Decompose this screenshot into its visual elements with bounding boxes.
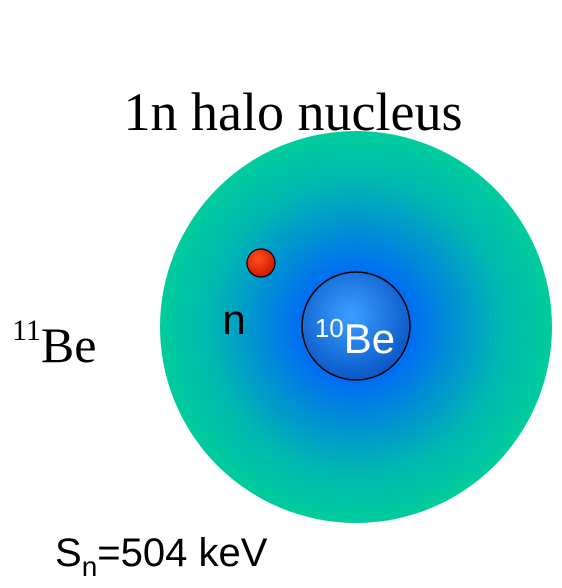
separation-energy: Sn=504 keV: [55, 531, 268, 582]
sep-subscript: n: [82, 551, 98, 582]
core-mass-number: 10: [315, 313, 344, 343]
core-symbol: Be: [344, 315, 395, 362]
core: [301, 271, 411, 381]
core-label: 10Be: [315, 313, 395, 362]
neutron: [246, 248, 276, 278]
neutron-label: n: [222, 296, 245, 343]
nucleus-label: 11Be: [12, 314, 96, 373]
sep-symbol: S: [55, 531, 82, 575]
title: 1n halo nucleus: [124, 82, 463, 142]
sep-value: =504 keV: [97, 531, 267, 575]
nucleus-mass-number: 11: [12, 314, 41, 347]
nucleus-symbol: Be: [41, 317, 97, 373]
